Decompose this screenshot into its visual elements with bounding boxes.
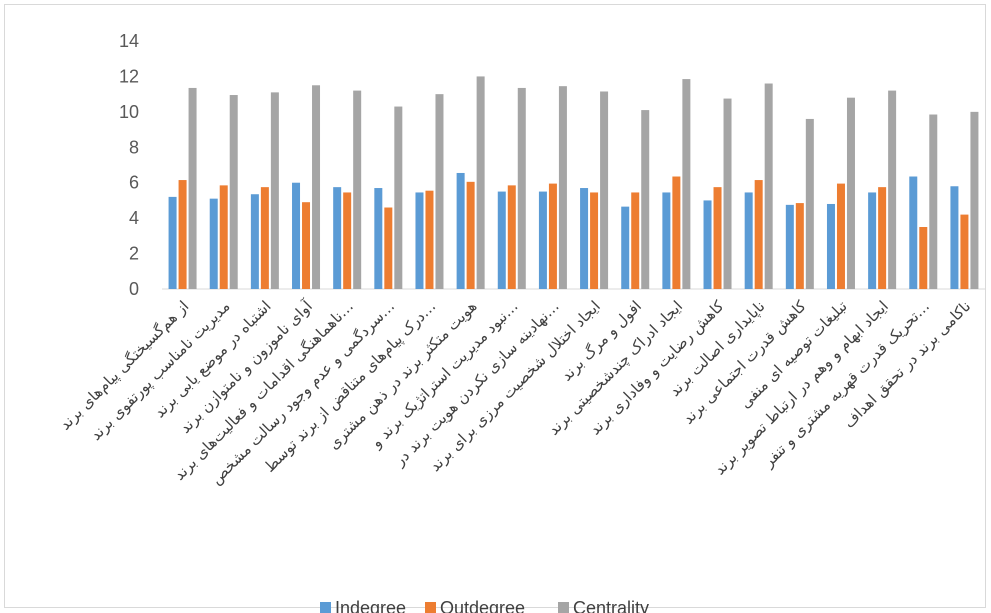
bar-centrality-18 bbox=[888, 90, 897, 289]
bar-centrality-10 bbox=[558, 86, 567, 290]
bar-centrality-19 bbox=[929, 114, 938, 289]
bar-indegree-1 bbox=[168, 196, 177, 289]
y-tick-label: 4 bbox=[129, 208, 139, 228]
bar-centrality-15 bbox=[764, 83, 773, 289]
bar-centrality-7 bbox=[435, 94, 444, 290]
bar-centrality-1 bbox=[188, 87, 197, 289]
bar-indegree-11 bbox=[580, 188, 589, 289]
bar-centrality-2 bbox=[229, 95, 238, 290]
bar-outdegree-3 bbox=[260, 187, 269, 289]
bar-outdegree-8 bbox=[466, 181, 475, 289]
bar-outdegree-7 bbox=[425, 190, 434, 289]
bar-outdegree-10 bbox=[548, 183, 557, 289]
bar-outdegree-6 bbox=[384, 207, 393, 289]
bar-indegree-3 bbox=[250, 194, 259, 289]
y-tick-label: 2 bbox=[129, 244, 139, 264]
y-tick-label: 14 bbox=[119, 31, 139, 51]
bar-indegree-14 bbox=[703, 200, 712, 289]
bar-outdegree-14 bbox=[713, 187, 722, 289]
bar-indegree-13 bbox=[662, 192, 671, 289]
bar-centrality-9 bbox=[517, 87, 526, 289]
y-tick-label: 12 bbox=[119, 66, 139, 86]
bar-outdegree-18 bbox=[878, 187, 887, 289]
bar-indegree-7 bbox=[415, 192, 424, 289]
bar-centrality-20 bbox=[970, 111, 979, 289]
bar-outdegree-9 bbox=[507, 185, 516, 289]
y-tick-label: 6 bbox=[129, 173, 139, 193]
legend: Indegree Outdegree Centrality bbox=[320, 598, 649, 613]
bar-centrality-8 bbox=[476, 76, 485, 289]
bar-indegree-6 bbox=[374, 188, 383, 289]
bar-outdegree-20 bbox=[960, 214, 969, 289]
bar-outdegree-2 bbox=[219, 185, 228, 289]
bar-outdegree-12 bbox=[631, 192, 640, 289]
y-tick-label: 8 bbox=[129, 137, 139, 157]
bar-indegree-19 bbox=[909, 176, 918, 289]
y-tick-label: 10 bbox=[119, 102, 139, 122]
legend-swatch-centrality bbox=[558, 602, 569, 613]
bar-outdegree-11 bbox=[590, 192, 599, 289]
y-tick-label: 0 bbox=[129, 279, 139, 299]
bar-centrality-4 bbox=[312, 85, 321, 290]
bar-outdegree-19 bbox=[919, 227, 928, 289]
bar-outdegree-15 bbox=[754, 180, 763, 289]
bar-indegree-15 bbox=[744, 192, 753, 289]
legend-label-indegree: Indegree bbox=[335, 598, 406, 613]
bar-indegree-16 bbox=[785, 204, 794, 289]
bar-outdegree-5 bbox=[343, 192, 352, 289]
bar-centrality-13 bbox=[682, 79, 691, 289]
bar-indegree-8 bbox=[456, 172, 465, 289]
bar-indegree-18 bbox=[868, 192, 877, 289]
bar-centrality-12 bbox=[641, 110, 650, 289]
bar-outdegree-17 bbox=[836, 183, 845, 289]
chart-frame bbox=[4, 4, 986, 608]
bar-centrality-16 bbox=[805, 118, 814, 289]
legend-label-centrality: Centrality bbox=[573, 598, 649, 613]
bar-indegree-2 bbox=[209, 198, 218, 289]
bars-layer bbox=[168, 76, 979, 290]
legend-swatch-outdegree bbox=[425, 602, 436, 613]
bar-indegree-5 bbox=[333, 187, 342, 289]
bar-centrality-14 bbox=[723, 98, 732, 289]
bar-indegree-9 bbox=[497, 191, 506, 289]
bar-outdegree-4 bbox=[302, 202, 311, 289]
bar-centrality-3 bbox=[270, 92, 279, 289]
bar-indegree-20 bbox=[950, 186, 959, 289]
bar-indegree-10 bbox=[538, 191, 547, 289]
bar-centrality-17 bbox=[846, 97, 855, 289]
bar-outdegree-1 bbox=[178, 180, 187, 289]
bar-outdegree-13 bbox=[672, 176, 681, 289]
bar-outdegree-16 bbox=[795, 203, 804, 289]
bar-indegree-17 bbox=[826, 203, 835, 289]
bar-centrality-5 bbox=[353, 90, 362, 289]
bar-centrality-6 bbox=[394, 106, 403, 290]
legend-label-outdegree: Outdegree bbox=[440, 598, 525, 613]
bar-indegree-12 bbox=[621, 206, 630, 289]
legend-swatch-indegree bbox=[320, 602, 331, 613]
bar-indegree-4 bbox=[292, 182, 301, 289]
bar-centrality-11 bbox=[600, 91, 609, 289]
